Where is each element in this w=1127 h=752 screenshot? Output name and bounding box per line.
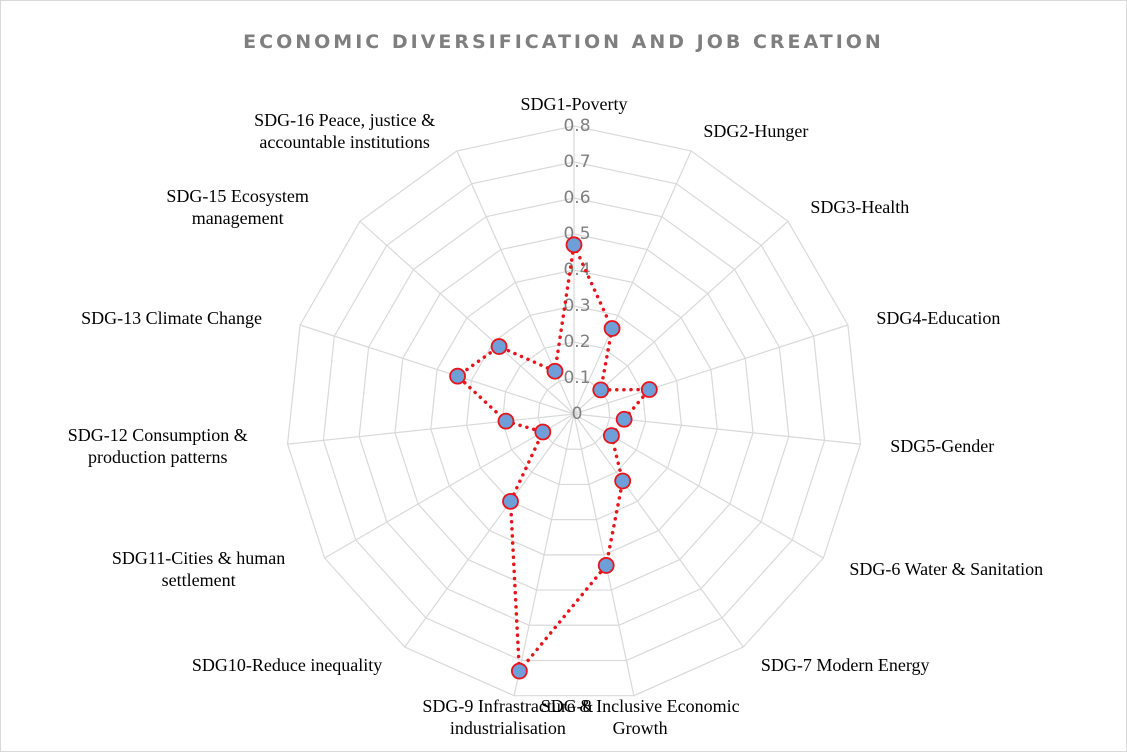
category-label: SDG-9 Infrastracture & industrialisation (422, 696, 594, 739)
spoke (573, 413, 744, 648)
r-tick-label: 0.1 (563, 368, 590, 388)
marker (449, 367, 466, 385)
category-label: SDG4-Education (876, 308, 1001, 329)
marker (603, 427, 620, 445)
spoke (573, 413, 635, 696)
category-label: SDG-15 Ecosystem management (166, 185, 309, 228)
category-label: SDG11-Cities & human settlement (111, 548, 286, 590)
marker (597, 557, 615, 574)
marker (592, 381, 610, 399)
marker (546, 362, 564, 380)
r-tick-label: 0.3 (563, 296, 590, 316)
marker (497, 412, 515, 430)
grid-ring (358, 197, 790, 626)
spoke (573, 324, 849, 415)
marker (490, 338, 508, 355)
marker (565, 236, 583, 254)
grid-ring (430, 269, 718, 556)
grid-ring (394, 233, 754, 591)
category-label: SDG-6 Water & Sanitation (849, 559, 1044, 579)
chart-title: ECONOMIC DIVERSIFICATION AND JOB CREATIO… (243, 31, 884, 53)
marker (614, 472, 632, 490)
spoke (299, 324, 575, 415)
grid-ring (322, 161, 826, 662)
grid-ring (465, 305, 683, 521)
category-label: SDG-8 Inclusive Economic Growth (540, 696, 740, 739)
marker (502, 492, 519, 510)
grid-ring (501, 341, 647, 486)
r-tick-label: 0.2 (563, 332, 590, 352)
category-label: SDG2-Hunger (703, 120, 809, 141)
r-tick-label: 0 (572, 404, 583, 424)
marker (510, 662, 528, 680)
category-label: SDG10-Reduce inequality (191, 654, 383, 675)
marker (615, 410, 633, 428)
spoke (573, 150, 692, 415)
grid-ring (286, 125, 862, 697)
series-line (454, 238, 654, 676)
r-tick-label: 0.8 (563, 116, 590, 136)
marker (534, 423, 552, 441)
category-label: SDG3-Health (810, 196, 910, 217)
category-label: SDG-13 Climate Change (81, 308, 263, 329)
spoke (324, 413, 575, 559)
category-label: SDG5-Gender (890, 436, 995, 457)
r-tick-label: 0.7 (563, 152, 590, 172)
category-label: SDG-7 Modern Energy (760, 654, 930, 675)
spoke (287, 413, 575, 445)
category-label: SDG-12 Consumption & production patterns (67, 425, 248, 468)
category-label: SDG1-Poverty (520, 94, 628, 114)
spoke (573, 220, 789, 415)
r-tick-label: 0.6 (563, 188, 590, 208)
category-label: SDG-16 Peace, justice & accountable inst… (254, 109, 436, 152)
spoke (359, 220, 575, 415)
marker (640, 381, 658, 398)
spoke (404, 413, 575, 648)
marker (603, 320, 621, 337)
spoke (513, 413, 575, 696)
